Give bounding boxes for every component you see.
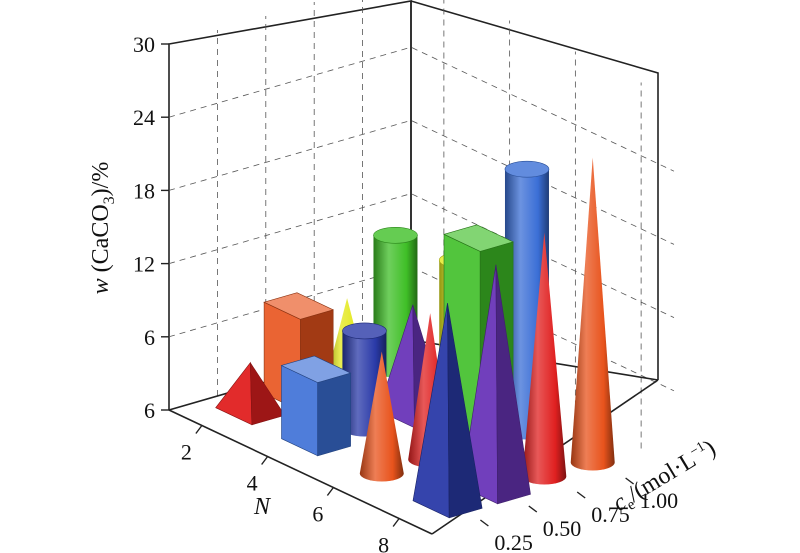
n-tick-mark (261, 456, 269, 465)
n-tick-mark (326, 487, 334, 496)
z-axis-label: w (CaCO3)/% (88, 162, 118, 295)
c-tick-mark (625, 477, 635, 485)
z-tick-label: 6 (144, 325, 155, 350)
c-tick-label: 1.00 (640, 488, 679, 513)
z-axis-label-rest: (CaCO (88, 204, 114, 278)
n-axis-label: N (253, 494, 272, 520)
bar-box (280, 355, 352, 457)
floor-n-edge (168, 409, 433, 535)
z-gridline (168, 119, 675, 245)
z-axis-label-end: )/% (88, 162, 114, 197)
n-tick-mark (195, 425, 203, 434)
bar-cone (359, 351, 404, 482)
z-gridline (168, 46, 675, 172)
c-tick-mark (576, 491, 586, 499)
c-tick-label: 0.50 (543, 516, 582, 541)
c-tick-mark (479, 519, 489, 527)
z-tick-label: 24 (133, 105, 155, 130)
n-tick-mark (392, 518, 400, 527)
n-tick-label: 6 (312, 502, 323, 527)
bar-cone (522, 232, 567, 485)
c-tick-label: 0.75 (591, 502, 630, 527)
c-tick-label: 0.25 (494, 530, 533, 553)
z-axis-label-var: w (88, 278, 114, 294)
z-tick-label: 18 (133, 178, 155, 203)
c-axis-label-sup: −1 (687, 439, 708, 460)
bars (215, 157, 615, 519)
right-back-wall (410, 0, 659, 380)
bar-pyramid (215, 361, 286, 426)
z-tick-label: 6 (144, 398, 155, 423)
bar-pyramid (412, 303, 483, 519)
z-tick-label: 30 (133, 32, 155, 57)
n-tick-label: 8 (378, 533, 389, 553)
c-tick-mark (528, 505, 538, 513)
z-axis-label-sub: 3 (101, 196, 118, 204)
n-tick-label: 2 (181, 440, 192, 465)
n-tick-label: 4 (247, 471, 258, 496)
z-tick-label: 12 (133, 252, 155, 277)
bar-cone (570, 157, 615, 471)
